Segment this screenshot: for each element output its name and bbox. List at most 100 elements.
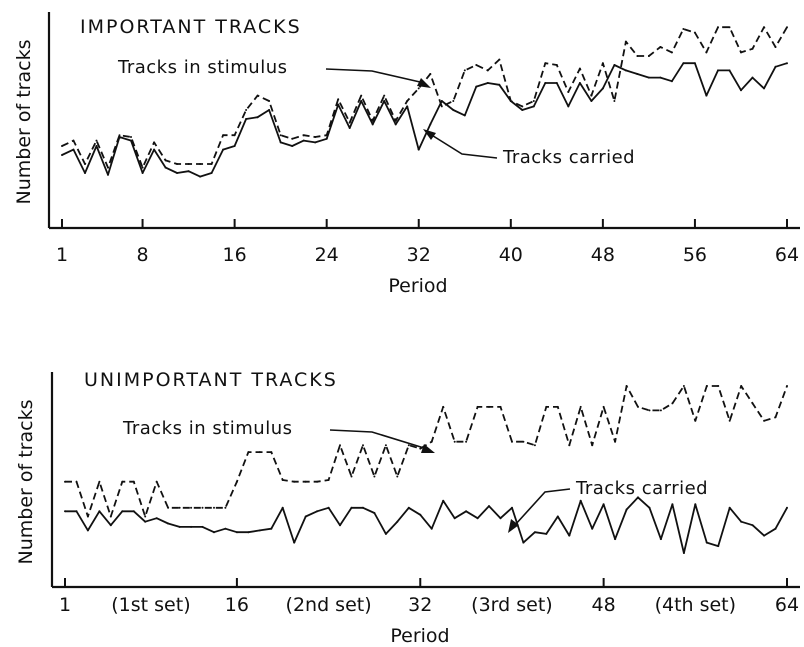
important-carried-line [61, 62, 788, 178]
important-stimulus-point [348, 121, 351, 124]
important-carried-point [118, 136, 121, 138]
important-carried-point [693, 62, 696, 65]
unimportant-stimulus-point [190, 506, 193, 509]
unimportant-carried-point [671, 503, 674, 506]
unimportant-carried-point [533, 531, 536, 534]
unimportant-stimulus-point [476, 405, 479, 408]
unimportant-carried-point [86, 529, 89, 532]
unimportant-stimulus-point [270, 451, 273, 454]
important-x-tick-label: 24 [315, 244, 339, 266]
unimportant-carried-point [64, 510, 66, 513]
important-stimulus-point [394, 119, 397, 122]
important-stimulus-point [302, 134, 305, 137]
important-carried-point [314, 141, 317, 144]
unimportant-carried-point [304, 515, 307, 518]
unimportant-stimulus-point [213, 506, 215, 509]
important-stimulus-point [383, 94, 386, 97]
unimportant-carried-point [648, 506, 651, 509]
important-stimulus-point [763, 26, 765, 29]
important-carried-point [567, 105, 570, 108]
important-carried-point [544, 82, 547, 84]
unimportant-carried-point [132, 510, 135, 513]
important-y-axis-label: Number of tracks [13, 40, 35, 205]
important-stimulus-point [256, 94, 259, 97]
unimportant-carried-point [488, 505, 490, 508]
unimportant-x-tick-label: 48 [592, 594, 616, 616]
unimportant-stimulus-point [453, 440, 456, 443]
important-stimulus-point [107, 166, 109, 169]
important-stimulus-point [199, 163, 202, 165]
important-data-points [61, 26, 788, 178]
unimportant-stimulus-point [373, 475, 376, 478]
unimportant-stimulus-point [430, 440, 433, 443]
unimportant-carried-point [511, 506, 513, 509]
important-carried-point [256, 116, 259, 119]
important-stimulus-point [647, 55, 650, 57]
unimportant-stimulus-point [511, 440, 513, 443]
unimportant-chart-title: UNIMPORTANT TRACKS [84, 369, 338, 391]
important-carried-point [613, 64, 616, 66]
important-stimulus-point [544, 62, 547, 65]
unimportant-stimulus-point [465, 440, 468, 443]
unimportant-stimulus-point [350, 475, 353, 478]
unimportant-stimulus-point [740, 385, 743, 387]
important-stimulus-point [521, 105, 524, 108]
unimportant-x-tick-labels: 1 16 32 48 64 [59, 594, 799, 616]
important-carried-point [72, 148, 75, 151]
important-stimulus-point [624, 40, 627, 43]
important-stimulus-point [406, 100, 409, 102]
important-stimulus-point [463, 69, 466, 72]
unimportant-y-axis-label: Number of tracks [15, 400, 37, 565]
important-carried-point [763, 87, 765, 90]
important-carried-point [578, 82, 581, 84]
important-stimulus-point [567, 91, 570, 93]
important-carried-point [302, 139, 305, 142]
important-carried-point [475, 85, 478, 88]
unimportant-stimulus-point [602, 405, 605, 408]
important-stimulus-arrow [325, 68, 421, 83]
important-stimulus-point [187, 163, 190, 165]
important-carried-point [337, 103, 340, 106]
important-stimulus-point [751, 47, 754, 50]
unimportant-stimulus-point [637, 405, 639, 408]
unimportant-stimulus-point [109, 515, 112, 518]
unimportant-set-label: (2nd set) [286, 594, 372, 616]
important-stimulus-point [774, 46, 777, 48]
unimportant-stimulus-point [648, 409, 651, 412]
unimportant-carried-point [499, 517, 502, 520]
unimportant-carried-point [556, 515, 559, 518]
important-stimulus-point [153, 141, 156, 144]
important-stimulus-point [705, 51, 708, 54]
unimportant-set-label: (3rd set) [471, 594, 553, 616]
unimportant-carried-arrow [514, 488, 571, 526]
unimportant-carried-point [453, 517, 456, 520]
important-carried-point [199, 175, 202, 178]
important-carried-point [210, 172, 213, 174]
important-carried-point [371, 123, 374, 126]
important-carried-point [164, 166, 167, 169]
unimportant-carried-point [98, 510, 101, 513]
important-carried-point [394, 123, 397, 126]
important-chart-title: IMPORTANT TRACKS [80, 16, 302, 38]
unimportant-carried-point [144, 520, 147, 523]
important-x-tick-label: 32 [407, 244, 431, 266]
unimportant-stimulus-point [671, 402, 674, 405]
important-carried-point [279, 141, 282, 144]
unimportant-carried-point [614, 538, 617, 541]
unimportant-carried-point [155, 517, 158, 520]
important-stimulus-arrowhead [417, 78, 431, 88]
important-stimulus-point [291, 137, 294, 140]
unimportant-carried-point [384, 532, 387, 535]
unimportant-carried-point [728, 506, 731, 509]
unimportant-stimulus-point [682, 385, 685, 387]
important-carried-point [452, 109, 455, 111]
unimportant-carried-arrowhead [508, 519, 519, 533]
unimportant-stimulus-point [591, 444, 594, 447]
important-carried-annotation: Tracks carried [502, 147, 635, 168]
unimportant-carried-annotation: Tracks carried [575, 478, 708, 499]
unimportant-carried-point [740, 520, 743, 523]
important-carried-point [774, 65, 777, 68]
important-stimulus-line [61, 26, 788, 169]
important-carried-point [509, 100, 512, 102]
